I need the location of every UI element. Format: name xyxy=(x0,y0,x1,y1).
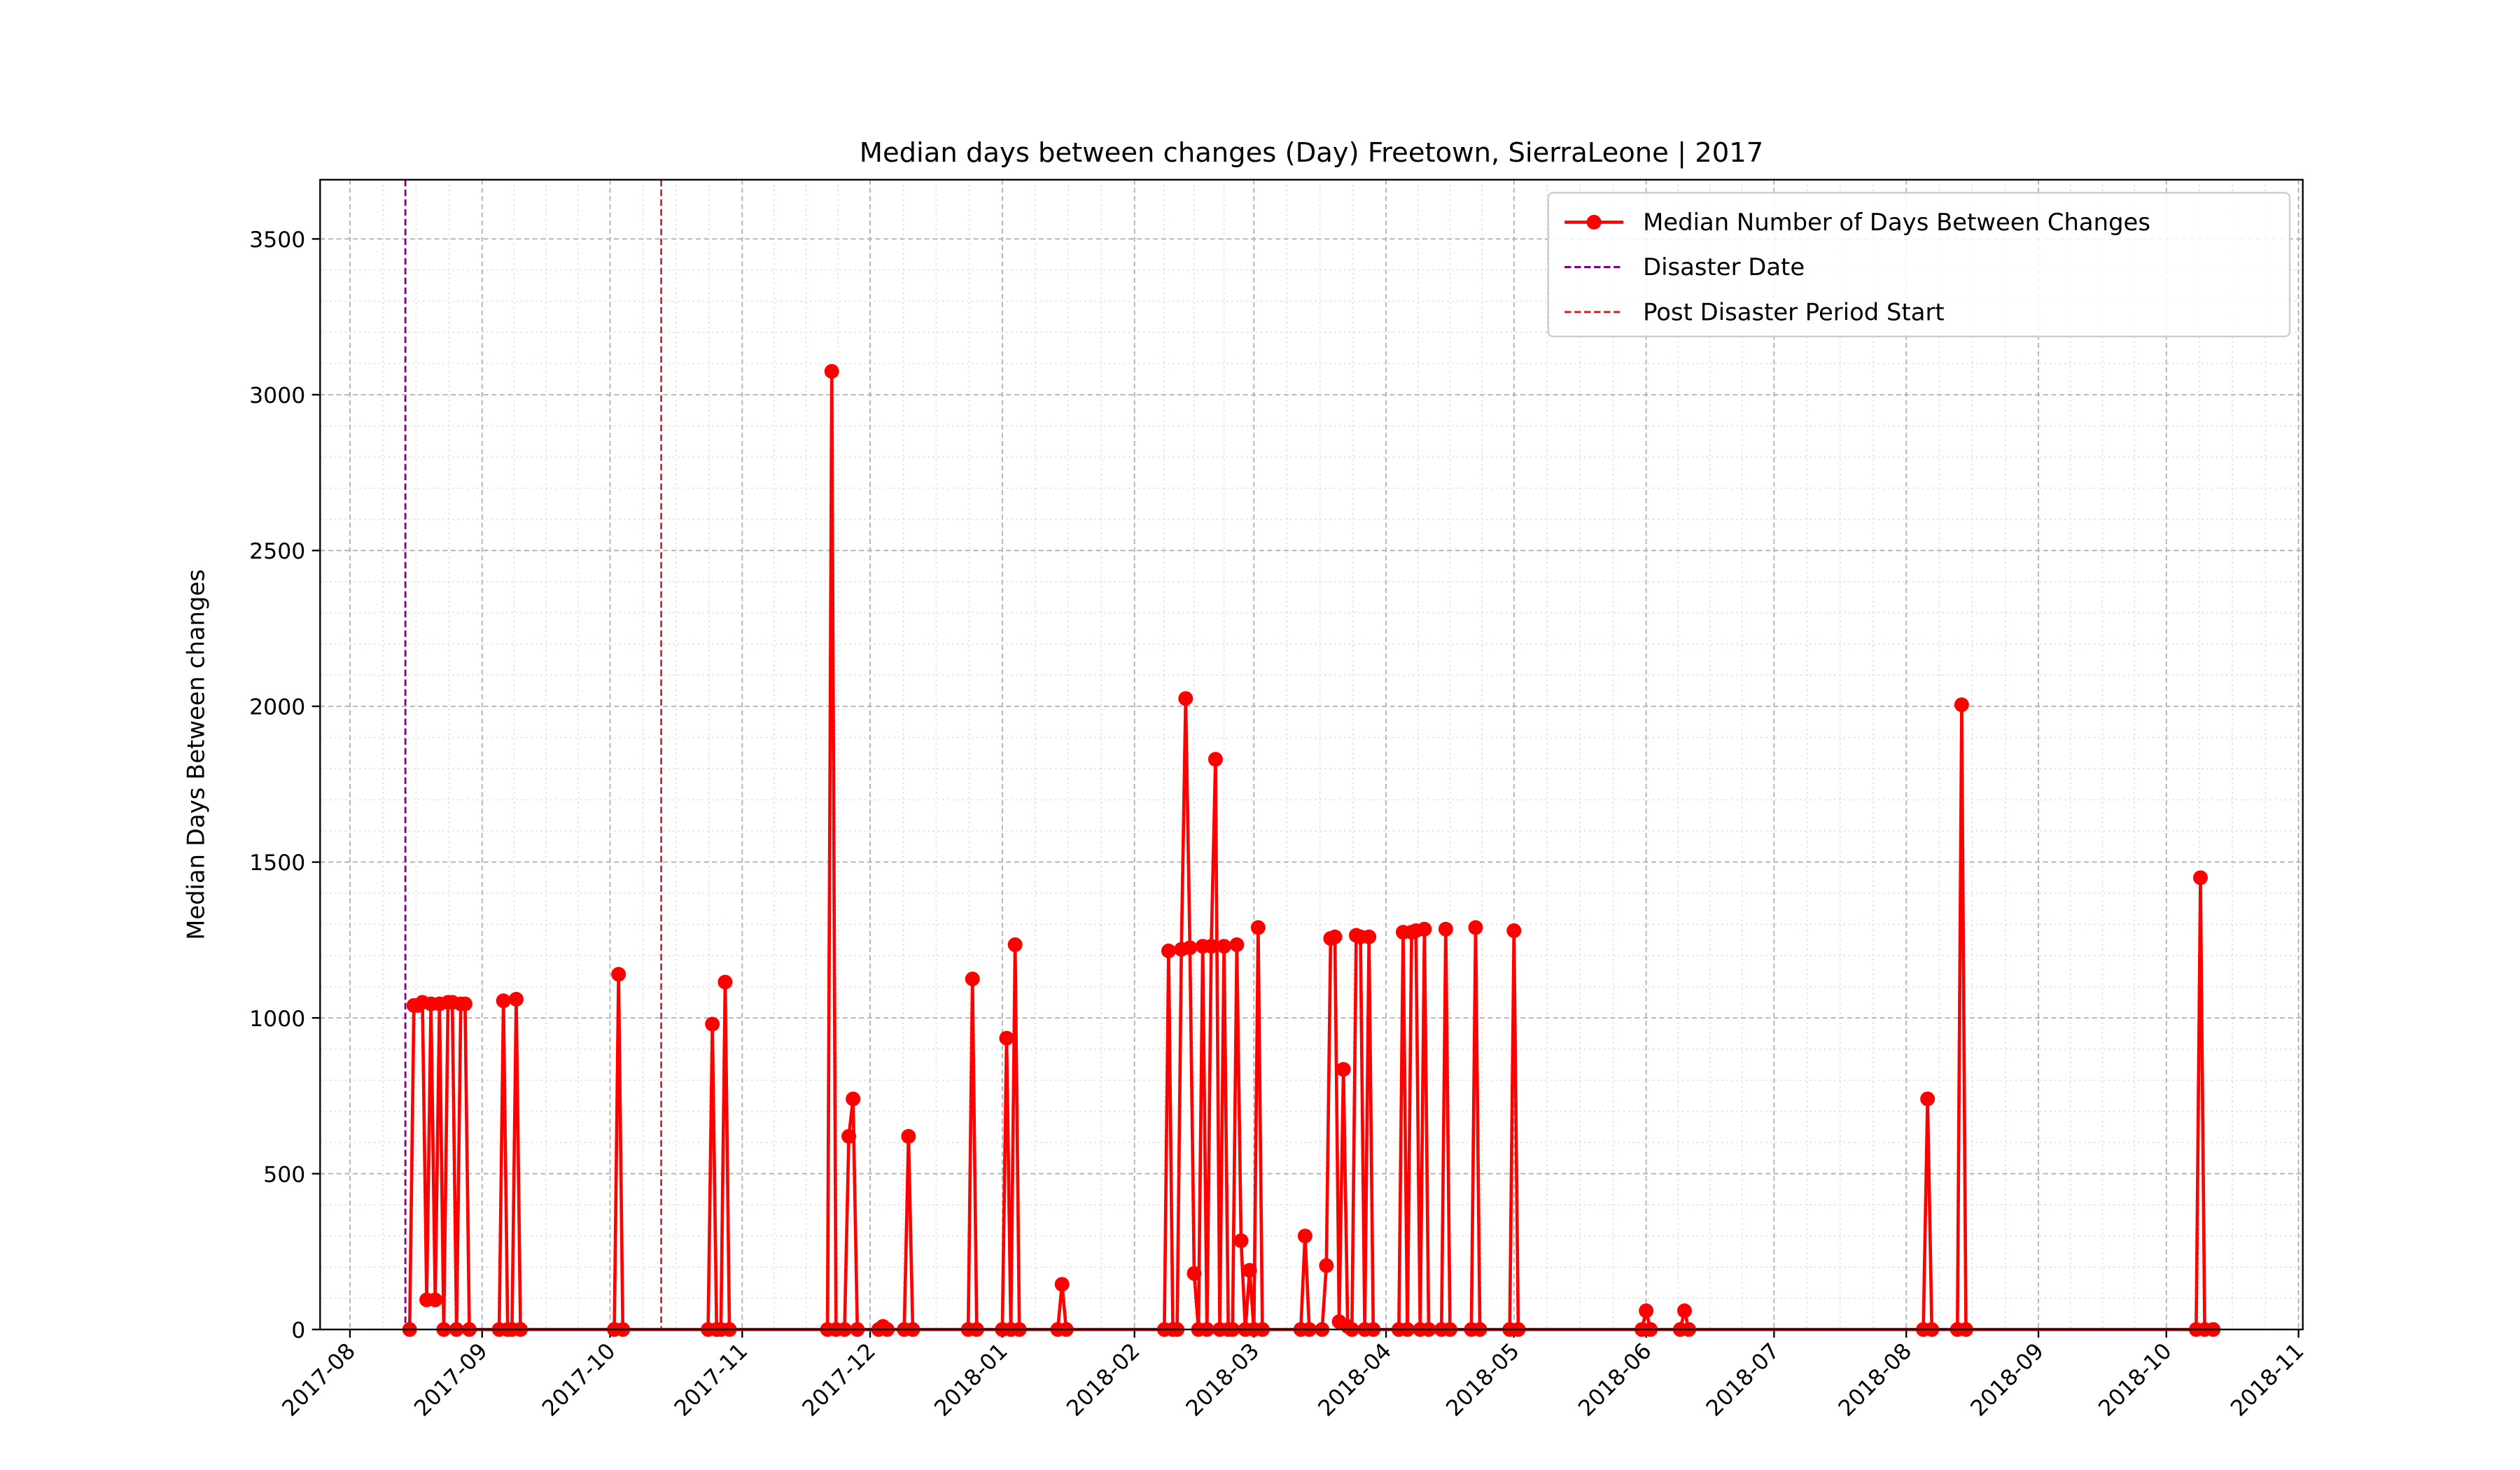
data-point xyxy=(1054,1277,1070,1292)
data-point xyxy=(1007,937,1023,953)
legend-label: Disaster Date xyxy=(1643,253,1805,281)
data-point xyxy=(1438,921,1453,937)
data-point xyxy=(1233,1233,1249,1248)
data-point xyxy=(611,967,626,982)
data-point xyxy=(457,996,472,1011)
data-point xyxy=(1186,1266,1202,1281)
data-point xyxy=(1417,921,1432,937)
data-point xyxy=(1182,940,1198,955)
data-point xyxy=(1468,920,1483,935)
data-point xyxy=(999,1030,1014,1046)
data-point xyxy=(1217,939,1232,954)
y-tick-label: 2000 xyxy=(249,695,305,720)
legend-label: Median Number of Days Between Changes xyxy=(1643,209,2150,236)
y-tick-label: 3000 xyxy=(249,384,305,409)
data-point xyxy=(901,1128,916,1144)
data-point xyxy=(1920,1091,1935,1107)
data-point xyxy=(1242,1263,1257,1278)
data-point xyxy=(1676,1303,1692,1319)
legend: Median Number of Days Between Changes Dis… xyxy=(1547,192,2291,337)
data-point xyxy=(2193,870,2208,886)
legend-box xyxy=(1547,192,2291,337)
data-point xyxy=(965,971,980,986)
data-point xyxy=(1203,939,1219,954)
data-point xyxy=(1229,937,1245,953)
y-tick-label: 0 xyxy=(291,1318,305,1343)
y-tick-label: 2500 xyxy=(249,539,305,564)
data-point xyxy=(718,974,733,990)
data-point xyxy=(496,993,511,1009)
data-point xyxy=(1250,920,1266,935)
plot-frame xyxy=(319,178,2304,1331)
data-point xyxy=(508,991,524,1007)
y-axis-label: Median Days Between changes xyxy=(183,569,210,940)
legend-label: Post Disaster Period Start xyxy=(1643,298,1945,326)
data-point xyxy=(841,1128,857,1144)
data-point xyxy=(1954,697,1969,713)
data-point xyxy=(428,1292,443,1308)
data-point xyxy=(846,1091,861,1107)
data-point xyxy=(1362,929,1377,944)
legend-marker xyxy=(1586,214,1602,230)
data-point xyxy=(1506,923,1522,938)
data-point xyxy=(824,363,839,379)
chart-title: Median days between changes (Day) Freeto… xyxy=(860,137,1764,169)
data-point xyxy=(1319,1258,1334,1273)
y-tick-label: 1500 xyxy=(249,850,305,876)
data-point xyxy=(1178,691,1194,706)
y-tick-label: 1000 xyxy=(249,1007,305,1032)
data-point xyxy=(1208,752,1223,767)
data-point xyxy=(1327,929,1343,944)
data-point xyxy=(1639,1303,1654,1319)
data-point xyxy=(705,1016,720,1032)
y-tick-label: 3500 xyxy=(249,227,305,253)
data-point xyxy=(1161,943,1176,958)
data-point xyxy=(1297,1228,1312,1244)
data-point xyxy=(1336,1062,1351,1077)
y-tick-label: 500 xyxy=(263,1162,305,1187)
